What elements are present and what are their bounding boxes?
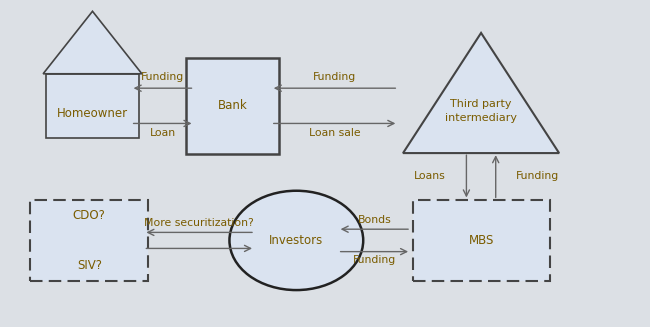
Ellipse shape (229, 191, 363, 290)
FancyBboxPatch shape (413, 199, 549, 281)
Polygon shape (43, 11, 142, 74)
Polygon shape (187, 58, 279, 154)
Text: Loans: Loans (414, 171, 446, 181)
Polygon shape (403, 33, 559, 153)
Text: Loan sale: Loan sale (309, 128, 360, 138)
Text: Homeowner: Homeowner (57, 107, 128, 120)
Text: Third party
intermediary: Third party intermediary (445, 99, 517, 123)
Text: Funding: Funding (141, 72, 184, 82)
Text: Bonds: Bonds (358, 215, 391, 225)
Text: More securitization?: More securitization? (144, 218, 254, 228)
Text: MBS: MBS (469, 234, 494, 247)
Text: Funding: Funding (313, 72, 356, 82)
Text: CDO?

SIV?: CDO? SIV? (73, 209, 106, 272)
Text: Funding: Funding (516, 171, 560, 181)
FancyBboxPatch shape (31, 199, 148, 281)
Text: Bank: Bank (218, 99, 248, 112)
Text: Funding: Funding (353, 255, 396, 265)
Polygon shape (46, 74, 138, 138)
Text: Investors: Investors (269, 234, 324, 247)
Text: Loan: Loan (150, 128, 176, 138)
